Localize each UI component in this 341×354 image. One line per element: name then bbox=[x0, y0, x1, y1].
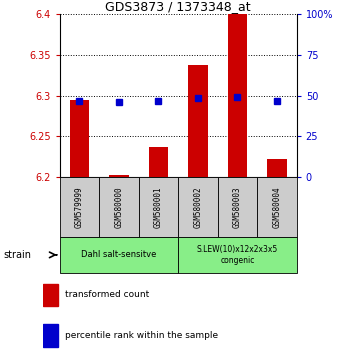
Bar bbox=[60, 177, 99, 237]
Bar bbox=[43, 324, 58, 347]
Text: Dahl salt-sensitve: Dahl salt-sensitve bbox=[81, 250, 157, 259]
Bar bbox=[267, 159, 287, 177]
Bar bbox=[60, 237, 178, 273]
Bar bbox=[257, 177, 297, 237]
Text: strain: strain bbox=[3, 250, 31, 260]
Bar bbox=[178, 177, 218, 237]
Text: GSM580003: GSM580003 bbox=[233, 186, 242, 228]
Text: S.LEW(10)x12x2x3x5
congenic: S.LEW(10)x12x2x3x5 congenic bbox=[197, 245, 278, 264]
Bar bbox=[43, 284, 58, 306]
Bar bbox=[188, 65, 208, 177]
Text: GSM579999: GSM579999 bbox=[75, 186, 84, 228]
Bar bbox=[178, 237, 297, 273]
Bar bbox=[99, 177, 139, 237]
Bar bbox=[139, 177, 178, 237]
Bar bbox=[218, 177, 257, 237]
Bar bbox=[70, 100, 89, 177]
Text: GSM580004: GSM580004 bbox=[272, 186, 281, 228]
Bar bbox=[109, 175, 129, 177]
Bar bbox=[149, 147, 168, 177]
Text: GSM580001: GSM580001 bbox=[154, 186, 163, 228]
Text: GSM580002: GSM580002 bbox=[193, 186, 203, 228]
Text: transformed count: transformed count bbox=[65, 290, 150, 299]
Text: percentile rank within the sample: percentile rank within the sample bbox=[65, 331, 219, 340]
Text: GSM580000: GSM580000 bbox=[115, 186, 123, 228]
Bar bbox=[227, 14, 247, 177]
Title: GDS3873 / 1373348_at: GDS3873 / 1373348_at bbox=[105, 0, 251, 13]
